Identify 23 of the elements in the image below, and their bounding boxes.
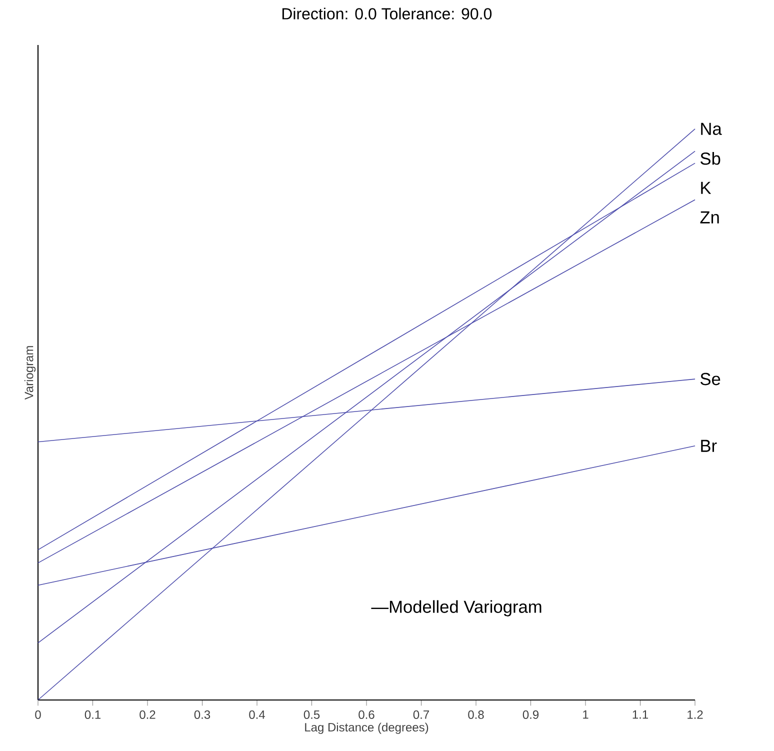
x-tick-label: 0.9 — [522, 710, 539, 719]
series-label: Na — [701, 122, 722, 135]
chart-title: Direction: 0.0 Tolerance: 90.0 — [282, 8, 492, 20]
x-tick-label: 0.3 — [194, 710, 210, 719]
x-tick-label: 0.4 — [249, 710, 265, 719]
series-label: Sb — [700, 152, 720, 165]
y-axis-title: Variogram — [24, 346, 36, 400]
x-axis-title: Lag Distance (degrees) — [305, 722, 428, 734]
annotation: —Modelled Variogram — [371, 600, 542, 616]
series-label: K — [701, 182, 712, 194]
series-label: Zn — [700, 211, 719, 224]
x-tick-label: 1.1 — [632, 710, 648, 719]
x-tick-label: 0.1 — [84, 710, 101, 719]
x-tick-label: 0 — [35, 710, 41, 719]
x-tick-label: 0.5 — [304, 710, 320, 719]
x-tick-label: 1.2 — [688, 710, 703, 719]
x-tick-label: 0.2 — [140, 710, 156, 719]
series-label: Br — [701, 440, 717, 452]
x-tick-label: 0.7 — [413, 710, 429, 719]
x-tick-label: 1 — [583, 710, 588, 719]
series-label: Se — [700, 372, 720, 386]
x-tick-label: 0.6 — [358, 710, 374, 719]
x-tick-label: 0.8 — [468, 710, 484, 719]
